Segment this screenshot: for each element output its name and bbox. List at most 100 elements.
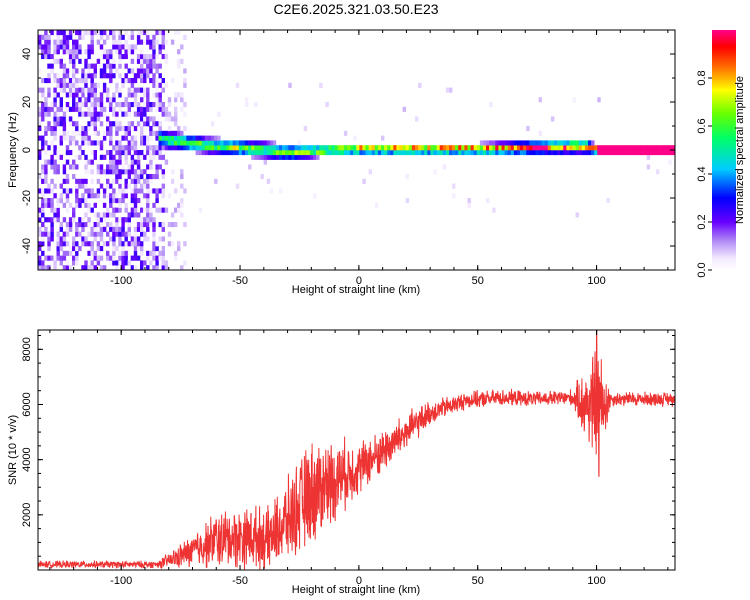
- spectrogram-cell: [99, 102, 104, 108]
- spectrogram-cell: [90, 226, 94, 232]
- spectrogram-cell: [177, 145, 181, 151]
- spectrogram-cell: [41, 92, 45, 98]
- spectrogram-cell: [133, 140, 138, 146]
- spectrogram-cell: [102, 265, 107, 270]
- spectrogram-cell: [140, 87, 144, 93]
- spectrogram-cell: [87, 140, 91, 146]
- spectrogram-cell: [161, 34, 165, 40]
- spectrogram-cell: [374, 202, 379, 208]
- spectrogram-cell: [65, 250, 70, 256]
- spectrogram-cell: [93, 68, 97, 74]
- spectrogram-cell: [47, 145, 51, 151]
- spectrogram-cell: [93, 222, 97, 228]
- spectrogram-cell: [526, 150, 530, 156]
- spectrogram-cell: [161, 260, 165, 266]
- spectrogram-cell: [87, 231, 91, 237]
- spectrogram-cell: [65, 198, 70, 204]
- spectrogram-cell: [44, 44, 48, 50]
- spectrogram-cell: [56, 82, 60, 88]
- spectrogram-cell: [149, 145, 153, 151]
- spectrogram-cell: [102, 73, 107, 79]
- spectrogram-cell: [47, 39, 51, 45]
- snr-x-tick-label: 0: [356, 575, 362, 587]
- spectrogram-cell: [112, 106, 116, 112]
- spectrogram-cell: [306, 150, 311, 156]
- spectrogram-cell: [84, 140, 88, 146]
- spectrogram-cell: [152, 202, 156, 208]
- spectrogram-cell: [526, 145, 530, 151]
- spectrogram-cell: [167, 140, 172, 146]
- spectrogram-cell: [180, 97, 184, 103]
- spectrogram-cell: [72, 82, 76, 88]
- spectrogram-cell: [53, 217, 57, 223]
- snr-x-tick-label: -50: [232, 575, 248, 587]
- spectrogram-cell: [161, 135, 165, 141]
- spectrogram-cell: [47, 73, 51, 79]
- spectrogram-cell: [140, 183, 144, 189]
- spectrogram-cell: [68, 135, 73, 141]
- spectrogram-cell: [38, 44, 42, 50]
- spectrogram-cell: [628, 150, 632, 156]
- spectrogram-cell: [44, 226, 48, 232]
- spectrogram-cell: [124, 49, 128, 55]
- spectrogram-cell: [90, 265, 94, 270]
- spectrogram-cell: [133, 202, 138, 208]
- spectrogram-cell: [161, 193, 165, 199]
- spectrogram-cell: [146, 198, 150, 204]
- spectrogram-cell: [87, 207, 91, 213]
- spectrogram-cell: [232, 150, 237, 156]
- spectrogram-cell: [152, 116, 156, 122]
- spectrogram-cell: [489, 150, 493, 156]
- spectrogram-cell: [47, 63, 51, 69]
- spectrogram-cell: [510, 140, 515, 146]
- spectrogram-cell: [146, 73, 150, 79]
- spectrogram-cell: [93, 193, 97, 199]
- spectrogram-cell: [254, 102, 258, 108]
- spectrogram-cell: [47, 121, 51, 127]
- spectrogram-cell: [93, 116, 97, 122]
- spectrogram-cell: [158, 222, 162, 228]
- spectrogram-cell: [56, 58, 60, 64]
- spectrogram-cell: [303, 154, 308, 160]
- spectrogram-cell: [56, 92, 60, 98]
- spectrogram-cell: [115, 150, 119, 156]
- spectrogram-cell: [59, 226, 63, 232]
- spectrogram-cell: [195, 145, 199, 151]
- spectrogram-cell: [102, 217, 107, 223]
- spectrogram-cell: [532, 150, 536, 156]
- spectrogram-x-tick-label: -50: [232, 275, 248, 287]
- spectrogram-cell: [470, 150, 474, 156]
- spectrogram-cell: [90, 97, 94, 103]
- spectrogram-cell: [523, 150, 527, 156]
- spectrogram-cell: [62, 78, 67, 84]
- spectrogram-cell: [183, 102, 187, 108]
- spectrogram-cell: [588, 150, 592, 156]
- spectrogram-cell: [260, 145, 264, 151]
- spectrogram-cell: [130, 164, 135, 170]
- spectrogram-cell: [53, 265, 57, 270]
- spectrogram-cell: [59, 260, 63, 266]
- spectrogram-cell: [112, 250, 116, 256]
- spectrogram-cell: [50, 106, 54, 112]
- spectrogram-cell: [62, 241, 67, 247]
- spectrogram-cell: [136, 102, 141, 108]
- spectrogram-cell: [50, 178, 54, 184]
- spectrogram-cell: [152, 236, 156, 242]
- spectrogram-cell: [115, 121, 119, 127]
- spectrogram-cell: [121, 231, 125, 237]
- spectrogram-cell: [115, 87, 119, 93]
- spectrogram-cell: [158, 126, 162, 132]
- spectrogram-cell: [62, 135, 67, 141]
- spectrogram-cell: [65, 116, 70, 122]
- spectrogram-cell: [41, 111, 45, 117]
- spectrogram-cell: [59, 135, 63, 141]
- spectrogram-cell: [59, 63, 63, 69]
- spectrogram-cell: [152, 130, 156, 136]
- spectrogram-cell: [238, 140, 243, 146]
- spectrogram-cell: [75, 30, 79, 36]
- colorbar-axis: 0.00.20.40.60.8: [696, 70, 712, 278]
- spectrogram-cell: [572, 150, 576, 156]
- spectrogram-cell: [143, 236, 147, 242]
- spectrogram-cell: [81, 140, 85, 146]
- spectrogram-cell: [47, 246, 51, 252]
